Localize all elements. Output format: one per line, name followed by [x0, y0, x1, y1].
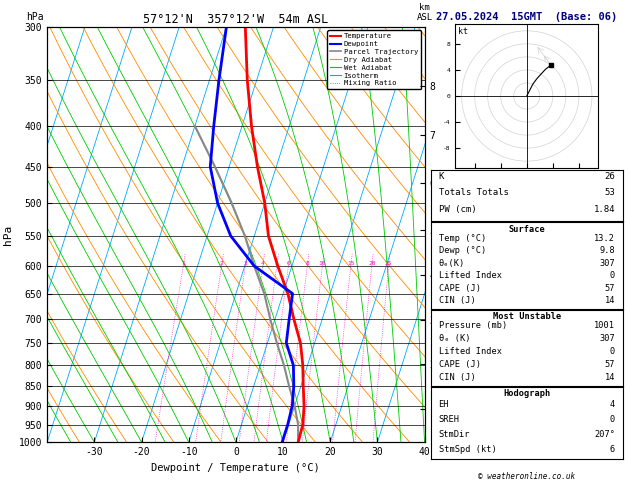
- Text: Dewp (°C): Dewp (°C): [438, 246, 486, 255]
- Text: 1.84: 1.84: [594, 205, 615, 214]
- Text: CAPE (J): CAPE (J): [438, 284, 481, 293]
- Text: θₑ(K): θₑ(K): [438, 259, 465, 268]
- Text: PW (cm): PW (cm): [438, 205, 476, 214]
- Text: 1: 1: [181, 261, 185, 266]
- Text: 4: 4: [610, 400, 615, 409]
- Text: 53: 53: [604, 188, 615, 197]
- Text: SREH: SREH: [438, 415, 460, 424]
- Text: Most Unstable: Most Unstable: [493, 312, 561, 321]
- Text: 4: 4: [261, 261, 265, 266]
- Legend: Temperature, Dewpoint, Parcel Trajectory, Dry Adiabat, Wet Adiabat, Isotherm, Mi: Temperature, Dewpoint, Parcel Trajectory…: [327, 30, 421, 89]
- Text: Pressure (mb): Pressure (mb): [438, 321, 507, 330]
- Text: 57: 57: [604, 284, 615, 293]
- Text: CIN (J): CIN (J): [438, 373, 476, 382]
- Text: 0: 0: [610, 415, 615, 424]
- Text: 10: 10: [319, 261, 326, 266]
- Text: 6: 6: [287, 261, 290, 266]
- Text: 1001: 1001: [594, 321, 615, 330]
- Text: Surface: Surface: [508, 225, 545, 234]
- Text: EH: EH: [438, 400, 449, 409]
- Y-axis label: hPa: hPa: [3, 225, 13, 244]
- Text: 25: 25: [385, 261, 392, 266]
- Y-axis label: Mixing Ratio (g/kg): Mixing Ratio (g/kg): [443, 183, 452, 286]
- Text: θₑ (K): θₑ (K): [438, 334, 470, 344]
- Text: kt: kt: [459, 27, 469, 36]
- Text: Totals Totals: Totals Totals: [438, 188, 508, 197]
- Text: 57: 57: [604, 361, 615, 369]
- Text: StmSpd (kt): StmSpd (kt): [438, 445, 496, 453]
- Text: Lifted Index: Lifted Index: [438, 347, 501, 356]
- Text: StmDir: StmDir: [438, 430, 470, 439]
- Text: Hodograph: Hodograph: [503, 389, 550, 399]
- Title: 57°12'N  357°12'W  54m ASL: 57°12'N 357°12'W 54m ASL: [143, 13, 328, 26]
- Text: Temp (°C): Temp (°C): [438, 234, 486, 243]
- Text: km
ASL: km ASL: [416, 3, 433, 22]
- Text: 2: 2: [220, 261, 223, 266]
- Text: 20: 20: [368, 261, 376, 266]
- Text: 207°: 207°: [594, 430, 615, 439]
- Text: Lifted Index: Lifted Index: [438, 271, 501, 280]
- Text: 307: 307: [599, 334, 615, 344]
- Text: 26: 26: [604, 172, 615, 181]
- Text: 0: 0: [610, 347, 615, 356]
- Text: hPa: hPa: [26, 12, 43, 22]
- Text: © weatheronline.co.uk: © weatheronline.co.uk: [478, 472, 576, 481]
- Text: LCL: LCL: [430, 420, 445, 429]
- Text: 14: 14: [604, 296, 615, 305]
- Text: 5: 5: [275, 261, 279, 266]
- Text: 14: 14: [604, 373, 615, 382]
- Text: 15: 15: [347, 261, 355, 266]
- Text: 13.2: 13.2: [594, 234, 615, 243]
- Text: CAPE (J): CAPE (J): [438, 361, 481, 369]
- Text: 3: 3: [243, 261, 247, 266]
- Text: 27.05.2024  15GMT  (Base: 06): 27.05.2024 15GMT (Base: 06): [436, 12, 618, 22]
- Text: 6: 6: [610, 445, 615, 453]
- Text: CIN (J): CIN (J): [438, 296, 476, 305]
- Text: 8: 8: [306, 261, 309, 266]
- Text: 307: 307: [599, 259, 615, 268]
- Text: K: K: [438, 172, 444, 181]
- Text: 9.8: 9.8: [599, 246, 615, 255]
- X-axis label: Dewpoint / Temperature (°C): Dewpoint / Temperature (°C): [152, 463, 320, 473]
- Text: 0: 0: [610, 271, 615, 280]
